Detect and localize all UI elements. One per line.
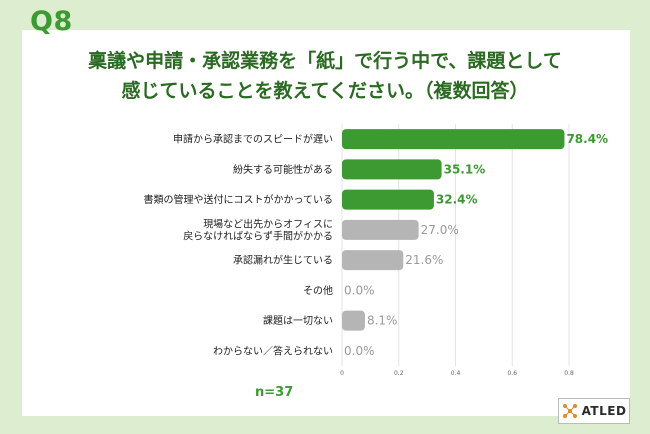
bar: [342, 219, 419, 240]
x-tick-label: 0: [340, 370, 344, 377]
category-label: 課題は一切ない: [263, 314, 333, 327]
chart-title-line-1: 稟議や申請・承認業務を「紙」で行う中で、課題として: [88, 50, 562, 72]
sample-size: n=37: [255, 385, 294, 400]
category-label: 申請から承認までのスピードが遅い: [173, 133, 333, 146]
bars: [342, 129, 565, 331]
bar: [342, 250, 404, 271]
atled-logo: ATLED: [558, 398, 630, 424]
x-tick-label: 0.2: [394, 370, 404, 377]
category-label: わからない／答えられない: [213, 344, 333, 357]
category-label: 戻らなければならず手間がかかる: [183, 229, 333, 242]
value-label: 35.1%: [444, 162, 486, 176]
value-label: 0.0%: [344, 344, 375, 358]
bar: [342, 189, 434, 210]
bar: [342, 159, 442, 180]
atled-logo-text: ATLED: [581, 404, 627, 418]
value-label: 21.6%: [405, 253, 443, 267]
x-tick-label: 0.6: [507, 370, 517, 377]
atled-logo-icon: [562, 404, 577, 418]
content-panel: [22, 30, 630, 416]
x-tick-label: 0.4: [451, 370, 461, 377]
value-label: 32.4%: [436, 193, 478, 207]
chart-title-line-2: 感じていることを教えてください。（複数回答）: [121, 80, 529, 102]
bar: [342, 310, 365, 331]
bar: [342, 129, 565, 150]
value-label: 78.4%: [566, 132, 608, 146]
category-label: 承認漏れが生じている: [233, 254, 333, 267]
value-label: 8.1%: [367, 314, 398, 328]
x-axis-ticks: 0 0.2 0.4 0.6 0.8: [340, 370, 574, 377]
category-labels: 78.4% 申請から承認までのスピードが遅い 35.1% 紛失する可能性がある 32.4…: [144, 132, 609, 358]
value-label: 0.0%: [344, 283, 375, 297]
category-label: その他: [303, 284, 333, 297]
question-number: Q8: [30, 6, 73, 37]
category-label: 書類の管理や送付にコストがかかっている: [144, 193, 334, 206]
category-label: 紛失する可能性がある: [233, 163, 333, 176]
category-label: 現場など出先からオフィスに: [203, 217, 333, 230]
value-label: 27.0%: [421, 223, 459, 237]
x-tick-label: 0.8: [564, 370, 574, 377]
